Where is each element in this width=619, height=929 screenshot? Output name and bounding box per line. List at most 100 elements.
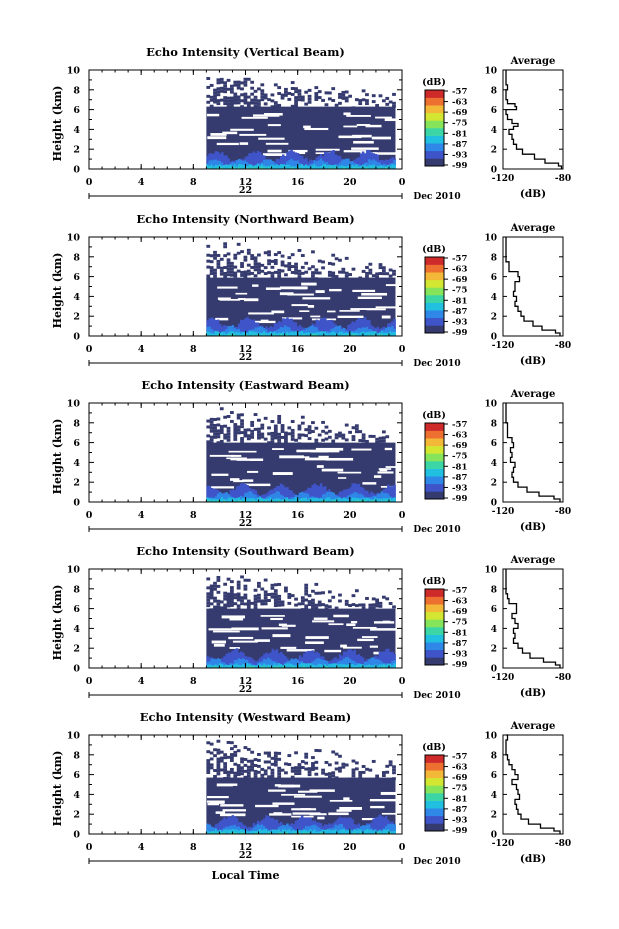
heatmap-gap xyxy=(352,289,376,293)
heatmap-cell xyxy=(387,498,390,502)
heatmap-cell xyxy=(280,430,285,433)
heatmap-cell xyxy=(292,830,296,834)
heatmap-cell xyxy=(376,161,380,169)
heatmap-gap xyxy=(313,617,328,620)
heatmap-cell xyxy=(359,829,363,834)
heatmap-gap xyxy=(317,816,325,820)
heatmap-cell xyxy=(311,756,315,760)
heatmap-cell xyxy=(273,424,278,428)
heatmap-cell xyxy=(326,666,329,668)
heatmap-cell xyxy=(327,91,332,95)
heatmap-cell xyxy=(355,665,359,668)
heatmap-cell xyxy=(294,96,298,100)
heatmap-cell xyxy=(311,604,315,608)
y-tick-label: 2 xyxy=(73,145,80,156)
heatmap-cell xyxy=(286,487,289,502)
heatmap-cell xyxy=(263,578,268,582)
heatmap-cell xyxy=(230,756,234,760)
heatmap-cell xyxy=(393,824,396,834)
y-tick-label: 4 xyxy=(73,125,80,136)
heatmap-cell xyxy=(324,607,329,611)
heatmap-cell xyxy=(223,832,226,834)
heatmap-cell xyxy=(319,483,323,502)
heatmap-cell xyxy=(357,663,361,668)
heatmap-gap xyxy=(378,468,392,470)
heatmap xyxy=(206,242,403,336)
heatmap-cell xyxy=(345,830,348,834)
heatmap-gap xyxy=(213,630,240,633)
heatmap-cell xyxy=(213,769,217,772)
heatmap-cell xyxy=(240,413,244,417)
heatmap-cell xyxy=(385,764,390,768)
heatmap-cell xyxy=(311,421,315,425)
heatmap-cell xyxy=(378,334,382,336)
heatmap-cell xyxy=(270,774,275,778)
heatmap-cell xyxy=(275,491,279,502)
heatmap-cell xyxy=(239,829,243,834)
heatmap-cell xyxy=(286,830,289,834)
heatmap-cell xyxy=(300,663,304,668)
heatmap-cell xyxy=(341,436,346,440)
heatmap-cell xyxy=(270,434,275,438)
heatmap-cell xyxy=(317,603,322,607)
heatmap-cell xyxy=(206,85,211,89)
heatmap-cell xyxy=(261,498,264,502)
heatmap-gap xyxy=(343,646,362,649)
heatmap-cell xyxy=(253,769,258,773)
colorbar-frame xyxy=(424,89,445,167)
heatmap-cell xyxy=(243,276,248,280)
heatmap-cell xyxy=(348,94,352,98)
avg-y-tick-label: 6 xyxy=(491,605,497,615)
heatmap-gap xyxy=(297,790,318,793)
heatmap-cell xyxy=(209,272,214,276)
heatmap-cell xyxy=(254,665,258,668)
heatmap-cell xyxy=(226,273,231,277)
heatmap-cell xyxy=(376,326,380,336)
heatmap-gap xyxy=(208,628,233,631)
heatmap-cell xyxy=(243,98,248,102)
heatmap-cell xyxy=(334,776,339,780)
colorbar-tick-label: -99 xyxy=(452,328,467,338)
heatmap-cell xyxy=(307,770,312,774)
heatmap-cell xyxy=(303,653,306,668)
heatmap-cell xyxy=(240,262,244,266)
heatmap-gap xyxy=(209,454,235,457)
heatmap-cell xyxy=(213,268,217,272)
heatmap-cell xyxy=(359,332,363,336)
heatmap-cell xyxy=(240,440,244,444)
heatmap-gap xyxy=(346,115,371,117)
colorbar-bin xyxy=(425,90,444,98)
avg-y-tick-label: 2 xyxy=(491,811,497,821)
heatmap-cell xyxy=(384,492,388,502)
x-tick-label: 20 xyxy=(343,842,357,853)
heatmap-cell xyxy=(263,769,268,773)
heatmap-cell xyxy=(327,429,332,433)
colorbar-tick-label: -63 xyxy=(452,763,467,773)
heatmap-gap xyxy=(243,298,259,302)
heatmap-cell xyxy=(257,102,261,106)
heatmap-gap xyxy=(352,134,372,138)
heatmap-cell xyxy=(387,165,390,169)
colorbar-tick-label: -87 xyxy=(452,307,467,317)
heatmap-cell xyxy=(363,490,367,502)
heatmap-gap xyxy=(365,124,382,128)
heatmap-cell xyxy=(354,767,359,771)
heatmap-cell xyxy=(221,331,224,336)
heatmap-cell xyxy=(250,86,255,90)
heatmap-cell xyxy=(338,491,342,502)
heatmap-cell xyxy=(307,650,310,668)
heatmap-cell xyxy=(304,428,309,432)
heatmap-cell xyxy=(250,435,255,439)
heatmap-cell xyxy=(216,90,221,94)
heatmap-cell xyxy=(209,435,214,439)
heatmap-cell xyxy=(297,92,302,96)
heatmap-cell xyxy=(206,440,211,444)
heatmap-cell xyxy=(267,426,271,430)
heatmap-cell xyxy=(294,152,298,169)
y-axis-label: Height (km) xyxy=(51,751,64,827)
heatmap-cell xyxy=(351,106,356,110)
heatmap-cell xyxy=(355,830,359,834)
heatmap-cell xyxy=(304,589,309,593)
heatmap-cell xyxy=(208,160,211,169)
heatmap-cell xyxy=(270,105,275,109)
